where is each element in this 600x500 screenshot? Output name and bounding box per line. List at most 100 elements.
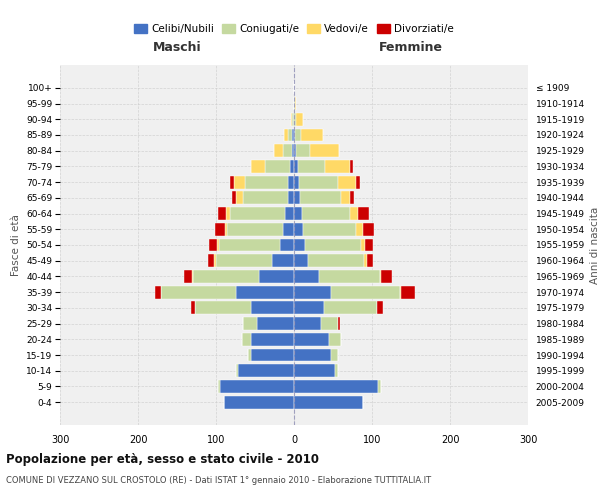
Bar	[294, 286, 331, 298]
Bar	[283, 144, 292, 157]
Bar	[259, 270, 294, 283]
Bar	[251, 160, 265, 173]
Bar	[361, 238, 365, 252]
Bar	[301, 128, 323, 141]
Bar	[362, 223, 374, 235]
Bar	[294, 254, 308, 267]
Bar	[300, 192, 341, 204]
Bar	[356, 176, 359, 188]
Bar	[227, 223, 283, 235]
Bar	[294, 113, 296, 126]
Bar	[400, 286, 401, 298]
Text: Maschi: Maschi	[152, 41, 202, 54]
Legend: Celibi/Nubili, Coniugati/e, Vedovi/e, Divorziati/e: Celibi/Nubili, Coniugati/e, Vedovi/e, Di…	[130, 20, 458, 38]
Bar	[294, 333, 329, 346]
Bar	[280, 238, 294, 252]
Bar	[378, 380, 380, 393]
Bar	[294, 364, 335, 377]
Bar	[358, 207, 369, 220]
Bar	[288, 192, 294, 204]
Y-axis label: Fasce di età: Fasce di età	[11, 214, 20, 276]
Bar	[295, 97, 296, 110]
Bar	[294, 160, 298, 173]
Bar	[292, 144, 294, 157]
Bar	[193, 270, 259, 283]
Bar	[209, 238, 217, 252]
Bar	[401, 286, 415, 298]
Bar	[335, 364, 338, 377]
Bar	[248, 348, 251, 362]
Bar	[292, 128, 294, 141]
Bar	[234, 176, 245, 188]
Bar	[232, 192, 236, 204]
Bar	[294, 176, 299, 188]
Bar	[294, 317, 322, 330]
Text: COMUNE DI VEZZANO SUL CROSTOLO (RE) - Dati ISTAT 1° gennaio 2010 - Elaborazione : COMUNE DI VEZZANO SUL CROSTOLO (RE) - Da…	[6, 476, 431, 485]
Bar	[238, 364, 294, 377]
Bar	[380, 270, 382, 283]
Bar	[251, 348, 294, 362]
Bar	[292, 113, 294, 126]
Bar	[251, 333, 294, 346]
Bar	[274, 144, 283, 157]
Bar	[224, 396, 294, 408]
Bar	[323, 302, 377, 314]
Bar	[245, 176, 288, 188]
Bar	[294, 396, 362, 408]
Bar	[272, 254, 294, 267]
Bar	[294, 128, 295, 141]
Text: Popolazione per età, sesso e stato civile - 2010: Popolazione per età, sesso e stato civil…	[6, 452, 319, 466]
Bar	[294, 348, 331, 362]
Bar	[291, 113, 292, 126]
Bar	[216, 254, 272, 267]
Bar	[220, 380, 294, 393]
Bar	[192, 270, 193, 283]
Bar	[208, 254, 214, 267]
Bar	[305, 238, 361, 252]
Bar	[331, 348, 338, 362]
Bar	[294, 144, 296, 157]
Bar	[191, 302, 195, 314]
Bar	[214, 254, 216, 267]
Bar	[265, 160, 290, 173]
Bar	[161, 286, 235, 298]
Bar	[195, 302, 251, 314]
Bar	[364, 254, 367, 267]
Bar	[288, 176, 294, 188]
Bar	[230, 176, 234, 188]
Bar	[377, 302, 383, 314]
Bar	[242, 192, 288, 204]
Bar	[218, 207, 226, 220]
Text: Femmine: Femmine	[379, 41, 443, 54]
Bar	[219, 238, 280, 252]
Bar	[294, 192, 300, 204]
Bar	[350, 160, 353, 173]
Bar	[329, 333, 341, 346]
Bar	[331, 286, 400, 298]
Bar	[294, 380, 378, 393]
Bar	[242, 317, 257, 330]
Bar	[295, 128, 301, 141]
Bar	[215, 223, 224, 235]
Bar	[294, 97, 295, 110]
Bar	[294, 207, 302, 220]
Bar	[155, 286, 161, 298]
Bar	[365, 238, 373, 252]
Bar	[298, 160, 325, 173]
Bar	[338, 176, 356, 188]
Bar	[257, 317, 294, 330]
Bar	[184, 270, 192, 283]
Bar	[283, 223, 294, 235]
Bar	[284, 128, 288, 141]
Bar	[304, 223, 356, 235]
Bar	[338, 317, 340, 330]
Bar	[290, 160, 294, 173]
Bar	[294, 302, 323, 314]
Bar	[310, 144, 339, 157]
Bar	[302, 207, 350, 220]
Bar	[382, 270, 392, 283]
Bar	[235, 364, 238, 377]
Bar	[242, 333, 251, 346]
Bar	[325, 160, 350, 173]
Bar	[294, 238, 305, 252]
